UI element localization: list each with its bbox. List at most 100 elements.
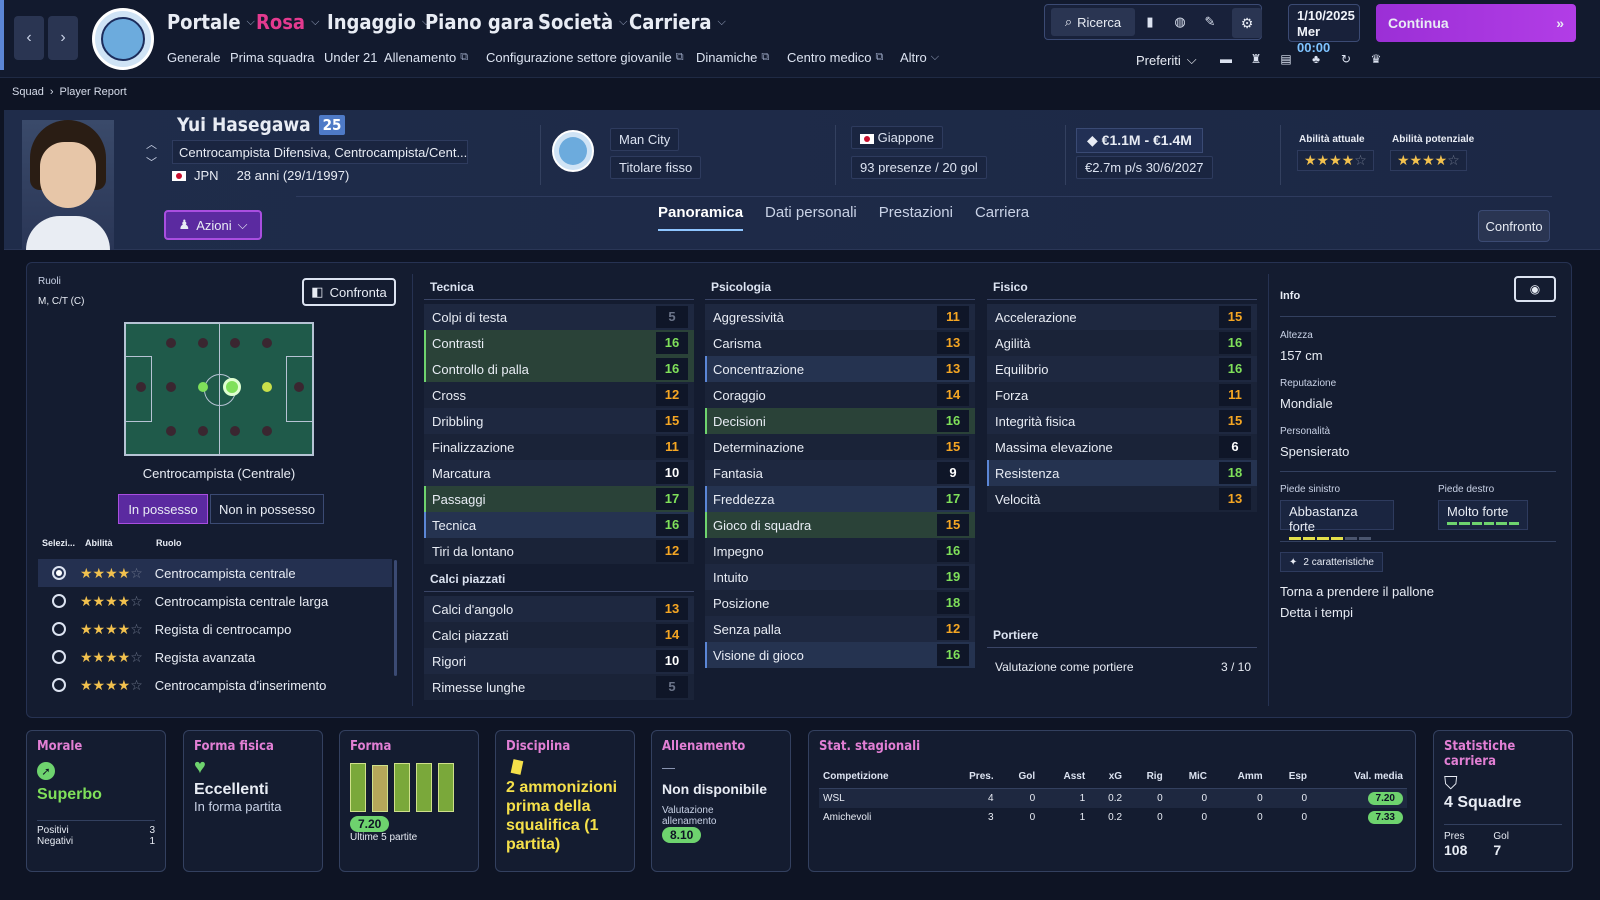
roles-compare-button[interactable]: ◧ Confronta [302,278,396,306]
submenu-under-21[interactable]: Under 21 [324,50,377,65]
next-player-button[interactable]: ﹀ [146,154,157,170]
role-radio[interactable] [52,594,66,608]
table-header-cell[interactable]: Pres. [942,766,998,789]
trophy-button[interactable]: ♛ [1366,52,1386,66]
attribute-row[interactable]: Integrità fisica 15 [987,408,1257,434]
role-row[interactable]: ★★★★☆ Centrocampista d'inserimento [38,671,392,699]
attribute-row[interactable]: Agilità 16 [987,330,1257,356]
menu-societa[interactable]: Società ⌵ [538,10,627,34]
attribute-row[interactable]: Calci d'angolo 13 [424,596,694,622]
career-stats-card[interactable]: Statistiche carriera ⛉ 4 Squadre Pres 108… [1433,730,1573,872]
traits-chip[interactable]: ✦ 2 caratteristiche [1280,552,1383,572]
role-row[interactable]: ★★★★☆ Centrocampista centrale [38,559,392,587]
role-radio[interactable] [52,566,66,580]
attribute-row[interactable]: Concentrazione 13 [705,356,975,382]
submenu-prima-squadra[interactable]: Prima squadra [230,50,315,65]
position-pitch[interactable] [124,322,314,456]
continue-button[interactable]: Continua » [1376,4,1576,42]
ball-button[interactable]: ◍ [1165,8,1195,36]
season-stats-card[interactable]: Stat. stagionali Competizione Pres. Gol Ass… [808,730,1416,872]
attribute-row[interactable]: Rimesse lunghe 5 [424,674,694,700]
discipline-card[interactable]: Disciplina 2 ammonizioni prima della squ… [495,730,635,872]
tab-carriera[interactable]: Carriera [974,204,1030,221]
attribute-row[interactable]: Accelerazione 15 [987,304,1257,330]
training-card[interactable]: Allenamento — Non disponibile Valutazion… [651,730,791,872]
submenu-altro[interactable]: Altro ⌵ [900,50,939,65]
attribute-row[interactable]: Coraggio 14 [705,382,975,408]
attribute-row[interactable]: Tecnica 16 [424,512,694,538]
col-role[interactable]: Ruolo [156,538,182,548]
back-button[interactable]: ‹ [14,16,44,60]
info-view-button[interactable]: ◉ [1514,276,1556,302]
compare-button[interactable]: Confronto [1478,210,1550,242]
submenu-generale[interactable]: Generale [167,50,220,65]
col-select[interactable]: Selezi... [42,538,76,548]
fitness-card[interactable]: Forma fisica ♥ Eccellenti In forma parti… [183,730,323,872]
role-row[interactable]: ★★★★☆ Centrocampista centrale larga [38,587,392,615]
attribute-row[interactable]: Tiri da lontano 12 [424,538,694,564]
attribute-row[interactable]: Carisma 13 [705,330,975,356]
attribute-row[interactable]: Decisioni 16 [705,408,975,434]
form-card[interactable]: Forma 7.20 Ultime 5 partite [339,730,479,872]
attribute-row[interactable]: Determinazione 15 [705,434,975,460]
attribute-row[interactable]: Fantasia 9 [705,460,975,486]
menu-ingaggio[interactable]: Ingaggio ⌵ [327,10,430,34]
attribute-row[interactable]: Senza palla 12 [705,616,975,642]
role-radio[interactable] [52,622,66,636]
attribute-row[interactable]: Controllo di palla 16 [424,356,694,382]
attribute-row[interactable]: Forza 11 [987,382,1257,408]
search-button[interactable]: ⌕ Ricerca [1051,8,1135,36]
attribute-row[interactable]: Rigori 10 [424,648,694,674]
club-crest-small[interactable] [552,130,594,172]
submenu-centro-medico[interactable]: Centro medico ⧉ [787,50,883,65]
attribute-row[interactable]: Equilibrio 16 [987,356,1257,382]
attribute-row[interactable]: Freddezza 17 [705,486,975,512]
attribute-row[interactable]: Calci piazzati 14 [424,622,694,648]
national-team-chip[interactable]: Giappone [851,126,944,149]
role-list-scrollbar[interactable] [394,560,397,676]
col-ability[interactable]: Abilità [85,538,113,548]
club-chip[interactable]: Man City [610,128,680,151]
out-possession-toggle[interactable]: Non in possesso [210,494,324,524]
attribute-row[interactable]: Velocità 13 [987,486,1257,512]
menu-piano-gara[interactable]: Piano gara ⌵ [425,10,548,34]
settings-button[interactable]: ⚙ [1232,8,1262,38]
morale-card[interactable]: Morale ➚ Superbo Positivi 3 Negativi 1 [26,730,166,872]
submenu-settore-giovanile[interactable]: Configurazione settore giovanile ⧉ [486,50,684,65]
menu-rosa[interactable]: Rosa ⌵ [256,10,319,34]
role-row[interactable]: ★★★★☆ Regista avanzata [38,643,392,671]
chat-button[interactable]: ▬ [1216,52,1236,66]
value-chip[interactable]: ◆ €1.1M - €1.4M [1076,128,1203,153]
attribute-row[interactable]: Posizione 18 [705,590,975,616]
actions-button[interactable]: ♟ Azioni ⌵ [164,210,262,240]
shirt-button[interactable]: ♜ [1246,52,1266,66]
tab-panoramica[interactable]: Panoramica [658,204,744,231]
table-header-cell[interactable]: Asst [1039,766,1090,789]
favorites-dropdown[interactable]: Preferiti ⌵ [1136,52,1197,68]
table-header-cell[interactable]: xG [1089,766,1127,789]
attribute-row[interactable]: Passaggi 17 [424,486,694,512]
edit-button[interactable]: ✎ [1195,8,1225,36]
attribute-row[interactable]: Resistenza 18 [987,460,1257,486]
previous-player-button[interactable]: ︿ [146,136,157,152]
role-radio[interactable] [52,650,66,664]
game-date[interactable]: 1/10/2025 Mer 00:00 [1288,4,1360,55]
table-header-cell[interactable]: Val. media [1311,766,1407,789]
role-row[interactable]: ★★★★☆ Regista di centrocampo [38,615,392,643]
table-row[interactable]: Amichevoli 3 0 1 0.2 0 0 0 0 7.33 [819,808,1407,827]
submenu-dinamiche[interactable]: Dinamiche ⧉ [696,50,769,65]
attribute-row[interactable]: Finalizzazione 11 [424,434,694,460]
attribute-row[interactable]: Dribbling 15 [424,408,694,434]
table-header-cell[interactable]: MiC [1166,766,1212,789]
table-header-cell[interactable]: Amm [1211,766,1267,789]
clipboard-button[interactable]: ▤ [1276,52,1296,66]
submenu-allenamento[interactable]: Allenamento ⧉ [384,50,468,65]
table-header-cell[interactable]: Rig [1126,766,1167,789]
menu-portale[interactable]: Portale ⌵ [167,10,255,34]
role-radio[interactable] [52,678,66,692]
attribute-row[interactable]: Cross 12 [424,382,694,408]
attribute-row[interactable]: Aggressività 11 [705,304,975,330]
forward-button[interactable]: › [48,16,78,60]
tab-prestazioni[interactable]: Prestazioni [878,204,953,221]
attribute-row[interactable]: Marcatura 10 [424,460,694,486]
